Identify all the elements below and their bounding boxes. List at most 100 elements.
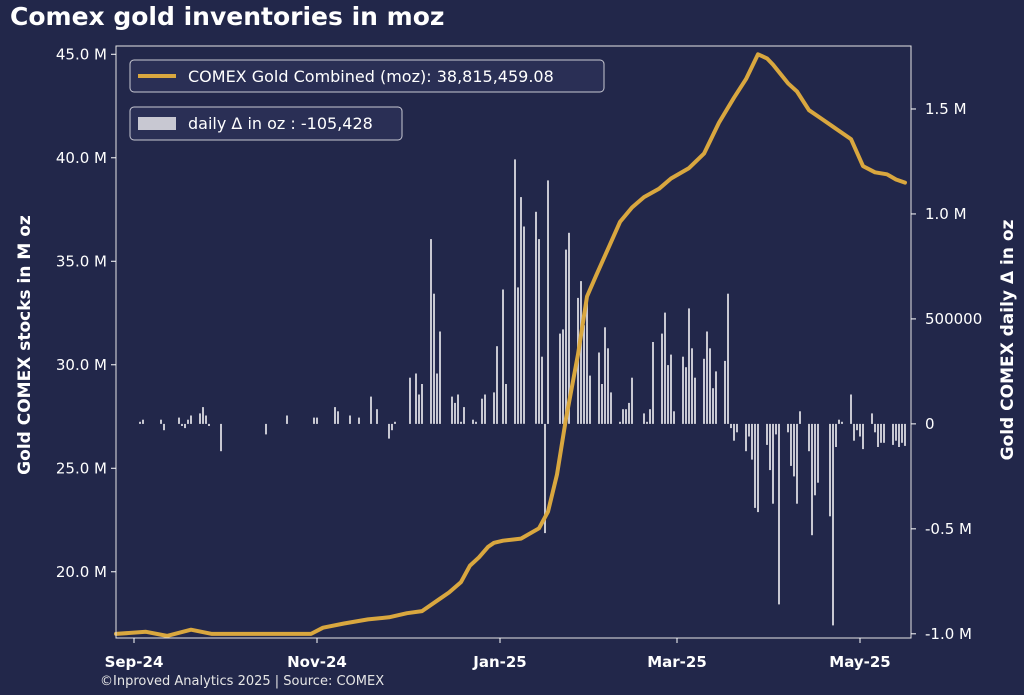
daily-delta-bar [607,348,609,424]
daily-delta-bar [880,423,882,443]
daily-delta-bar [646,421,648,424]
daily-delta-bar [484,394,486,424]
daily-delta-bar [736,423,738,433]
left-axis-label: Gold COMEX stocks in M oz [15,215,35,475]
daily-delta-bar [358,417,360,424]
legend-item-line: COMEX Gold Combined (moz): 38,815,459.08 [129,59,605,93]
bottom-tick-label: Mar-25 [647,653,707,671]
daily-delta-bar [337,411,339,424]
daily-delta-bar [790,423,792,466]
daily-delta-bar [751,423,753,460]
daily-delta-bar [502,289,504,424]
daily-delta-bar [727,293,729,424]
daily-delta-bar [622,409,624,424]
daily-delta-bar [772,423,774,504]
daily-delta-bar [892,423,894,445]
bottom-axis: Sep-24 Nov-24 Jan-25 Mar-25 May-25 [105,638,891,671]
daily-delta-bar [370,396,372,424]
daily-delta-bar [706,331,708,424]
daily-delta-bar [415,373,417,424]
left-tick-label: 40.0 M [56,149,107,167]
daily-delta-bar [610,392,612,424]
daily-delta-bar [181,423,183,426]
daily-delta-bar [514,159,516,424]
daily-delta-bar [766,423,768,445]
daily-delta-bar [904,423,906,446]
left-tick-label: 25.0 M [56,459,107,477]
daily-delta-bar [850,394,852,424]
daily-delta-bar [547,180,549,424]
daily-delta-bar [376,409,378,424]
daily-delta-bar [817,423,819,483]
daily-delta-bar [394,421,396,424]
daily-delta-bar [901,423,903,443]
daily-delta-bar [463,407,465,424]
right-tick-label: -1.0 M [925,625,972,643]
daily-delta-bar [517,287,519,424]
line-layer [114,52,907,638]
daily-delta-bar [712,388,714,424]
daily-delta-bar [496,346,498,424]
right-tick-label: 0 [925,415,935,433]
bottom-tick-label: Jan-25 [472,653,526,671]
daily-delta-bar [562,329,564,424]
daily-delta-bar [163,423,165,431]
daily-delta-bar [544,423,546,534]
daily-delta-bar [220,423,222,452]
daily-delta-bar [694,377,696,424]
daily-delta-bar [520,197,522,424]
daily-delta-bar [160,419,162,424]
legend-item-bars: daily Δ in oz : -105,428 [129,106,403,141]
daily-delta-bar [559,333,561,424]
daily-delta-bar [862,423,864,450]
daily-delta-bar [703,358,705,424]
daily-delta-bar [535,211,537,424]
daily-delta-bar [877,423,879,447]
left-tick-label: 30.0 M [56,356,107,374]
daily-delta-bar [643,413,645,424]
daily-delta-bar [421,384,423,424]
daily-delta-bar [454,402,456,424]
daily-delta-bar [190,415,192,424]
legend-box [129,106,403,141]
daily-delta-bar [715,371,717,424]
daily-delta-bar [649,409,651,424]
daily-delta-bar [754,423,756,508]
legend-label: COMEX Gold Combined (moz): 38,815,459.08 [188,67,554,86]
daily-delta-bar [460,421,462,424]
daily-delta-bar [628,402,630,424]
daily-delta-bar [601,384,603,424]
daily-delta-bar [787,423,789,433]
right-tick-label: -0.5 M [925,520,972,538]
daily-delta-bar [832,423,834,626]
daily-delta-bar [265,423,267,435]
daily-delta-bar [205,415,207,424]
daily-delta-bar [688,308,690,424]
right-tick-label: 1.5 M [925,100,967,118]
daily-delta-bar [709,348,711,424]
daily-delta-bar [565,249,567,424]
daily-delta-bar [391,423,393,431]
daily-delta-bar [472,419,474,424]
daily-delta-bar [334,407,336,424]
daily-delta-bar [685,367,687,424]
daily-delta-bar [808,423,810,452]
daily-delta-bar [589,375,591,424]
daily-delta-bar [652,342,654,424]
daily-delta-bar [541,356,543,424]
daily-delta-bar [733,423,735,441]
daily-delta-bar [586,297,588,424]
right-tick-label: 500000 [925,310,982,328]
source-footer: ©Inproved Analytics 2025 | Source: COMEX [100,674,385,689]
daily-delta-bar [430,239,432,424]
right-tick-label: 1.0 M [925,205,967,223]
daily-delta-bar [883,423,885,443]
left-axis: 20.0 M 25.0 M 30.0 M 35.0 M 40.0 M 45.0 M [56,45,116,581]
daily-delta-bar [724,360,726,424]
daily-delta-bar [436,373,438,424]
daily-delta-bar [208,423,210,426]
daily-delta-bar [664,312,666,424]
daily-delta-bar [316,417,318,424]
daily-delta-bar [583,325,585,424]
